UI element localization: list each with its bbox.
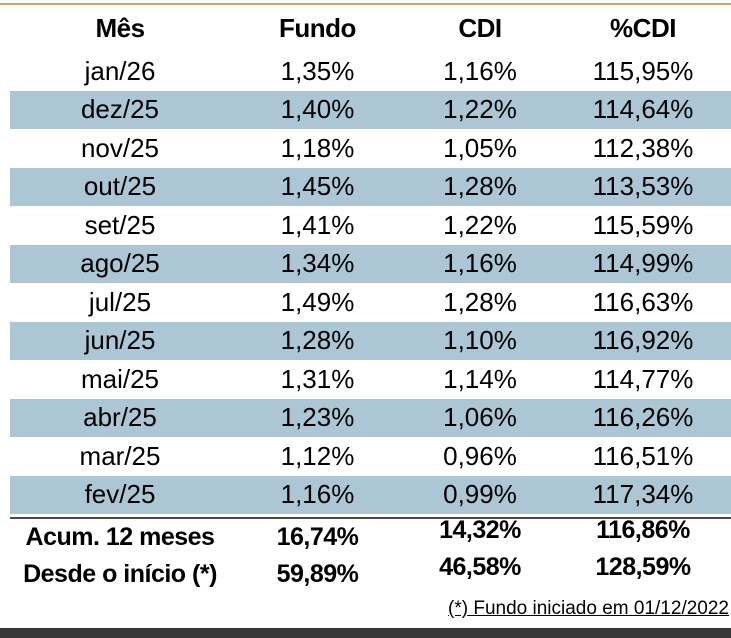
table-row: fev/25 1,16% 0,99% 117,34% bbox=[10, 475, 731, 514]
summary-pcdi-cell: 116,86% bbox=[596, 516, 690, 544]
table-row: jun/25 1,28% 1,10% 116,92% bbox=[10, 321, 731, 360]
pcdi-cell: 114,99% bbox=[592, 248, 694, 279]
fundo-cell: 1,12% bbox=[280, 440, 355, 471]
month-cell: set/25 bbox=[84, 209, 156, 240]
pcdi-cell: 114,77% bbox=[592, 363, 694, 394]
table-row: ago/25 1,34% 1,16% 114,99% bbox=[10, 244, 731, 283]
pcdi-cell: 116,63% bbox=[592, 286, 694, 317]
summary-fundo-cell: 59,89% bbox=[276, 560, 359, 588]
column-header-pcdi: %CDI bbox=[610, 13, 676, 43]
fundo-cell: 1,18% bbox=[280, 132, 355, 163]
cdi-cell: 0,96% bbox=[443, 440, 517, 471]
table-row: mai/25 1,31% 1,14% 114,77% bbox=[10, 360, 731, 399]
pcdi-cell: 114,64% bbox=[592, 94, 694, 125]
top-accent-rule bbox=[0, 3, 731, 5]
fundo-cell: 1,40% bbox=[280, 94, 355, 125]
cdi-cell: 1,28% bbox=[443, 171, 517, 202]
table-row: nov/25 1,18% 1,05% 112,38% bbox=[10, 129, 731, 168]
pcdi-cell: 112,38% bbox=[592, 132, 694, 163]
month-cell: jul/25 bbox=[88, 286, 152, 317]
month-cell: dez/25 bbox=[80, 94, 160, 125]
summary-pcdi-cell: 128,59% bbox=[595, 553, 691, 581]
summary-cdi-cell: 46,58% bbox=[439, 553, 521, 581]
fundo-cell: 1,35% bbox=[280, 55, 355, 86]
pcdi-cell: 116,26% bbox=[592, 402, 694, 433]
month-cell: jun/25 bbox=[84, 325, 156, 356]
summary-label: Acum. 12 meses bbox=[25, 523, 215, 551]
pcdi-cell: 115,95% bbox=[592, 55, 694, 86]
pcdi-cell: 113,53% bbox=[592, 171, 694, 202]
performance-table: Mês Fundo CDI %CDI jan/26 1,35% 1,16% 11… bbox=[10, 5, 731, 620]
fundo-cell: 1,16% bbox=[280, 479, 355, 510]
fundo-cell: 1,31% bbox=[280, 363, 355, 394]
column-header-fundo: Fundo bbox=[279, 13, 356, 43]
pcdi-cell: 117,34% bbox=[592, 479, 694, 510]
bottom-bar bbox=[0, 628, 731, 638]
table-row: set/25 1,41% 1,22% 115,59% bbox=[10, 206, 731, 245]
summary-row-desde-inicio: Desde o início (*) 59,89% 46,58% 128,59% bbox=[10, 553, 731, 593]
month-cell: abr/25 bbox=[83, 402, 157, 433]
table-row: out/25 1,45% 1,28% 113,53% bbox=[10, 167, 731, 206]
pcdi-cell: 116,92% bbox=[592, 325, 694, 356]
summary-label: Desde o início (*) bbox=[23, 560, 217, 588]
column-header-cdi: CDI bbox=[458, 13, 502, 43]
fundo-cell: 1,28% bbox=[280, 325, 355, 356]
table-row: dez/25 1,40% 1,22% 114,64% bbox=[10, 90, 731, 129]
cdi-cell: 1,06% bbox=[443, 402, 517, 433]
table-row: jul/25 1,49% 1,28% 116,63% bbox=[10, 283, 731, 322]
month-cell: out/25 bbox=[83, 171, 157, 202]
cdi-cell: 1,16% bbox=[443, 55, 517, 86]
month-cell: nov/25 bbox=[80, 132, 160, 163]
summary-row-acum-12-meses: Acum. 12 meses 16,74% 14,32% 116,86% bbox=[10, 516, 731, 556]
cdi-cell: 1,10% bbox=[443, 325, 517, 356]
fundo-cell: 1,34% bbox=[280, 248, 355, 279]
table-row: jan/26 1,35% 1,16% 115,95% bbox=[10, 52, 731, 91]
table-body: jan/26 1,35% 1,16% 115,95% dez/25 1,40% … bbox=[10, 52, 731, 514]
month-cell: mai/25 bbox=[80, 363, 160, 394]
cdi-cell: 1,16% bbox=[443, 248, 517, 279]
table-row: mar/25 1,12% 0,96% 116,51% bbox=[10, 437, 731, 476]
fundo-cell: 1,23% bbox=[280, 402, 355, 433]
cdi-cell: 1,22% bbox=[443, 94, 517, 125]
summary-cdi-cell: 14,32% bbox=[439, 516, 521, 544]
table-row: abr/25 1,23% 1,06% 116,26% bbox=[10, 398, 731, 437]
table-header-row: Mês Fundo CDI %CDI bbox=[10, 5, 731, 52]
column-header-mes: Mês bbox=[95, 13, 145, 43]
cdi-cell: 1,22% bbox=[443, 209, 517, 240]
fundo-cell: 1,41% bbox=[280, 209, 355, 240]
cdi-cell: 1,28% bbox=[443, 286, 517, 317]
pcdi-cell: 116,51% bbox=[592, 440, 694, 471]
pcdi-cell: 115,59% bbox=[592, 209, 694, 240]
month-cell: ago/25 bbox=[80, 248, 160, 279]
fundo-cell: 1,49% bbox=[280, 286, 355, 317]
fundo-cell: 1,45% bbox=[280, 171, 355, 202]
cdi-cell: 1,14% bbox=[443, 363, 517, 394]
summary-divider-rule bbox=[10, 517, 731, 519]
summary-fundo-cell: 16,74% bbox=[276, 523, 359, 551]
month-cell: mar/25 bbox=[79, 440, 161, 471]
month-cell: fev/25 bbox=[84, 479, 156, 510]
month-cell: jan/26 bbox=[84, 55, 156, 86]
inception-footnote: (*) Fundo iniciado em 01/12/2022 bbox=[448, 598, 729, 619]
cdi-cell: 0,99% bbox=[443, 479, 517, 510]
cdi-cell: 1,05% bbox=[443, 132, 517, 163]
